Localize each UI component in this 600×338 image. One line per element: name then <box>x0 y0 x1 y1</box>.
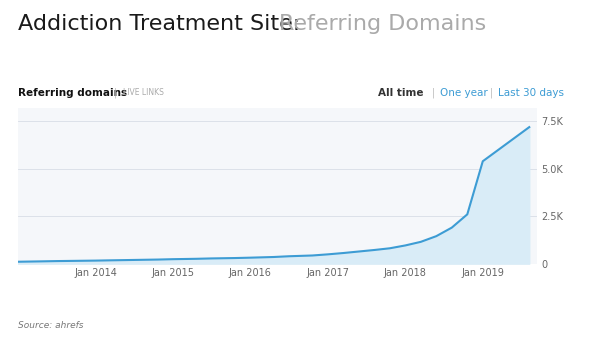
Text: Referring Domains: Referring Domains <box>279 14 486 33</box>
Text: Addiction Treatment Site:: Addiction Treatment Site: <box>18 14 307 33</box>
Text: |: | <box>490 88 493 98</box>
Text: LIVE LINKS: LIVE LINKS <box>123 88 164 97</box>
Text: Last 30 days: Last 30 days <box>498 88 564 98</box>
Text: One year: One year <box>440 88 488 98</box>
Text: |: | <box>114 88 117 98</box>
Text: All time: All time <box>378 88 424 98</box>
Text: Source: ahrefs: Source: ahrefs <box>18 321 83 330</box>
Text: Referring domains: Referring domains <box>18 88 127 98</box>
Text: |: | <box>432 88 435 98</box>
